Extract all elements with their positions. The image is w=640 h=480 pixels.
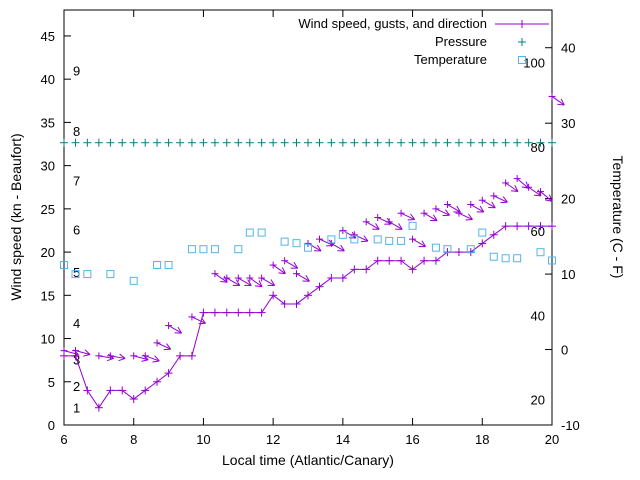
x-tick-label: 14 xyxy=(336,432,350,447)
y1-tick-label: 15 xyxy=(41,288,55,303)
pressure-scale-label: 60 xyxy=(531,224,545,239)
plot-border xyxy=(63,9,553,426)
legend: Wind speed, gusts, and direction Pressure… xyxy=(298,16,549,67)
y2-tick-label: 10 xyxy=(561,267,575,282)
beaufort-label: 5 xyxy=(73,265,80,280)
y1-tick-label: 30 xyxy=(41,159,55,174)
pressure-scale-label: 80 xyxy=(531,140,545,155)
y1-tick-label: 10 xyxy=(41,332,55,347)
y1-tick-label: 5 xyxy=(48,375,55,390)
pressure-scale-label: 20 xyxy=(531,393,545,408)
y1-tick-label: 40 xyxy=(41,72,55,87)
pressure-scale-label: 40 xyxy=(531,308,545,323)
beaufort-label: 6 xyxy=(73,223,80,238)
beaufort-label: 4 xyxy=(73,316,80,331)
y2-tick-label: 20 xyxy=(561,192,575,207)
gust-direction-series xyxy=(60,92,565,363)
y2-tick-label: -10 xyxy=(561,418,580,433)
x-tick-label: 10 xyxy=(196,432,210,447)
legend-label-pressure: Pressure xyxy=(435,34,487,49)
x-tick-label: 18 xyxy=(475,432,489,447)
beaufort-label: 7 xyxy=(73,173,80,188)
beaufort-label: 9 xyxy=(73,64,80,79)
y2-axis-title: Temperature (C - F) xyxy=(610,155,626,279)
beaufort-label: 2 xyxy=(73,379,80,394)
x-tick-label: 12 xyxy=(266,432,280,447)
y1-tick-label: 35 xyxy=(41,115,55,130)
legend-label-temperature: Temperature xyxy=(414,52,487,67)
x-axis-title: Local time (Atlantic/Canary) xyxy=(222,452,394,468)
wind-speed-line xyxy=(64,225,552,409)
y2-tick-label: 0 xyxy=(561,343,568,358)
temperature-series xyxy=(60,221,556,285)
legend-label-wind: Wind speed, gusts, and direction xyxy=(298,16,487,31)
beaufort-label: 1 xyxy=(73,401,80,416)
beaufort-label: 8 xyxy=(73,124,80,139)
wind-speed-series xyxy=(60,222,556,412)
x-tick-label: 20 xyxy=(545,432,559,447)
y1-tick-label: 45 xyxy=(41,29,55,44)
y1-tick-label: 25 xyxy=(41,202,55,217)
axes: 6 8 10 12 14 16 18 20051015202530354045-1001020… xyxy=(41,9,580,447)
x-tick-label: 6 xyxy=(60,432,67,447)
x-tick-label: 16 xyxy=(405,432,419,447)
y1-tick-label: 20 xyxy=(41,245,55,260)
y2-tick-label: 40 xyxy=(561,41,575,56)
pressure-series xyxy=(60,138,556,147)
y1-tick-label: 0 xyxy=(48,418,55,433)
x-tick-label: 8 xyxy=(130,432,137,447)
pressure-scale-label: 100 xyxy=(523,56,545,71)
y2-tick-label: 30 xyxy=(561,116,575,131)
y-axis-title: Wind speed (kn - Beaufort) xyxy=(8,133,24,301)
